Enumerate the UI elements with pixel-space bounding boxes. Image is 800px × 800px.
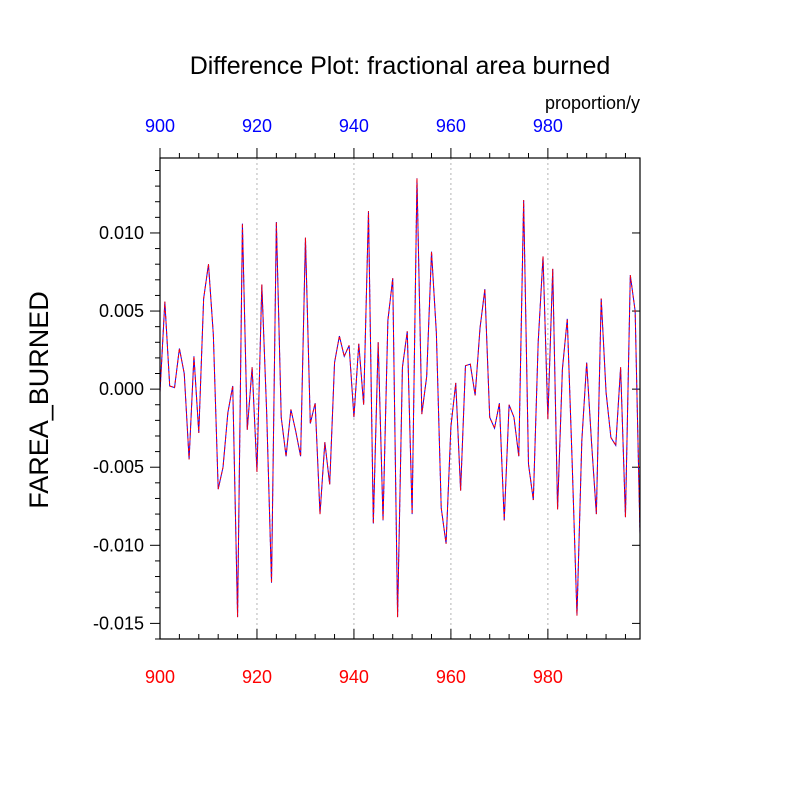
x-tick-label-bottom-980: 980 bbox=[533, 667, 563, 687]
y-axis-label: FAREA_BURNED bbox=[24, 291, 54, 509]
axis-ticks bbox=[150, 148, 640, 640]
x-tick-label-bottom-920: 920 bbox=[242, 667, 272, 687]
series-line-0 bbox=[159, 178, 641, 618]
x-tick-label-bottom-940: 940 bbox=[339, 667, 369, 687]
x-tick-label-bottom-900: 900 bbox=[145, 667, 175, 687]
chart-title: Difference Plot: fractional area burned bbox=[190, 52, 611, 80]
x-tick-label-top-980: 980 bbox=[533, 116, 563, 136]
grid-lines bbox=[256, 158, 549, 639]
y-tick-label-5: 0.010 bbox=[99, 223, 144, 243]
x-tick-label-top-900: 900 bbox=[145, 116, 175, 136]
x-tick-label-bottom-960: 960 bbox=[436, 667, 466, 687]
plot-frame bbox=[159, 157, 641, 640]
x-tick-label-top-940: 940 bbox=[339, 116, 369, 136]
y-tick-label-0: -0.015 bbox=[93, 613, 144, 633]
x-tick-label-top-960: 960 bbox=[436, 116, 466, 136]
y-tick-label-2: -0.005 bbox=[93, 457, 144, 477]
y-tick-label-3: 0.000 bbox=[99, 379, 144, 399]
units-label: proportion/y bbox=[545, 93, 640, 113]
y-tick-label-4: 0.005 bbox=[99, 301, 144, 321]
data-series bbox=[159, 178, 641, 618]
tick-labels: 900 900 920 920 940 940 960 960 980 980 -0.015 -0.0… bbox=[93, 116, 563, 687]
series-line-1 bbox=[159, 178, 641, 618]
y-tick-label-1: -0.010 bbox=[93, 535, 144, 555]
x-tick-label-top-920: 920 bbox=[242, 116, 272, 136]
